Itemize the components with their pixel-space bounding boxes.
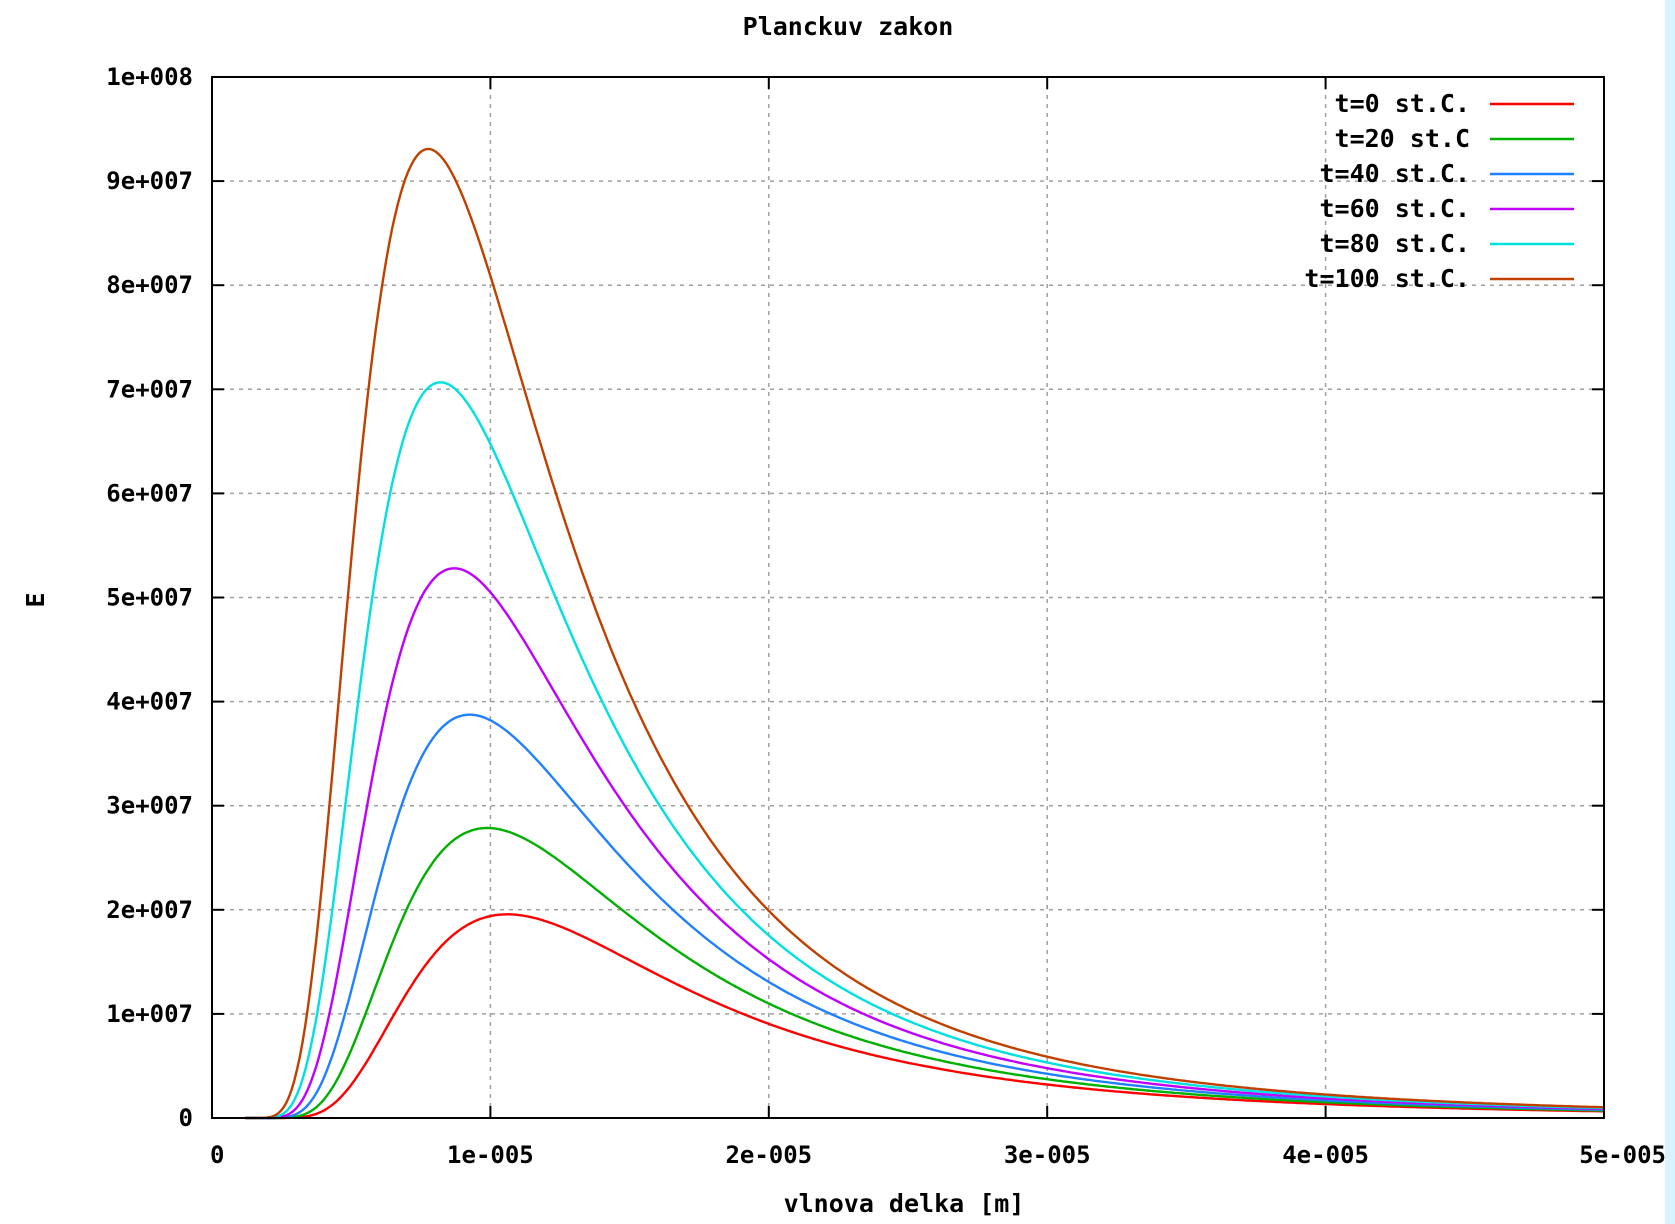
- y-tick-label: 3e+007: [106, 792, 193, 820]
- axis-ticks: 0 1e+007 2e+007 3e+007 4e+007 5e+007 6e+007 7e+…: [106, 63, 1666, 1169]
- legend-label: t=80 st.C.: [1319, 229, 1470, 258]
- y-axis-label: E: [21, 592, 50, 607]
- y-tick-label: 2e+007: [106, 896, 193, 924]
- series-line: [245, 826, 1604, 1120]
- series-line: [245, 147, 1605, 1120]
- legend-label: t=100 st.C.: [1304, 264, 1470, 293]
- grid: [212, 77, 1604, 1118]
- y-tick-label: 6e+007: [106, 479, 193, 507]
- y-tick-label: 1e+008: [106, 63, 193, 91]
- series-lines: [245, 147, 1605, 1120]
- y-tick-label: 7e+007: [106, 375, 193, 403]
- x-axis-label: vlnova delka [m]: [784, 1189, 1025, 1218]
- y-tick-label: 5e+007: [106, 584, 193, 612]
- x-tick-label: 2e-005: [725, 1141, 812, 1169]
- chart-title: Planckuv zakon: [743, 12, 954, 41]
- x-tick-label: 1e-005: [447, 1141, 534, 1169]
- legend-label: t=0 st.C.: [1335, 89, 1470, 118]
- x-tick-label: 0: [210, 1141, 224, 1169]
- x-tick-label: 3e-005: [1004, 1141, 1091, 1169]
- legend-label: t=20 st.C: [1335, 124, 1470, 153]
- x-tick-label: 5e-005: [1579, 1141, 1666, 1169]
- legend-label: t=40 st.C.: [1319, 159, 1470, 188]
- y-tick-label: 8e+007: [106, 271, 193, 299]
- series-line: [245, 567, 1604, 1120]
- y-tick-label: 9e+007: [106, 167, 193, 195]
- y-tick-label: 0: [179, 1104, 193, 1132]
- series-line: [245, 713, 1604, 1120]
- legend-label: t=60 st.C.: [1319, 194, 1470, 223]
- window-edge: [1665, 0, 1675, 1224]
- series-line: [245, 381, 1605, 1120]
- legend: t=0 st.C. t=20 st.C t=40 st.C. t=60 st.C. t=…: [1304, 89, 1574, 293]
- series-line: [245, 913, 1604, 1120]
- y-tick-label: 4e+007: [106, 688, 193, 716]
- y-tick-label: 1e+007: [106, 1000, 193, 1028]
- x-tick-label: 4e-005: [1282, 1141, 1369, 1169]
